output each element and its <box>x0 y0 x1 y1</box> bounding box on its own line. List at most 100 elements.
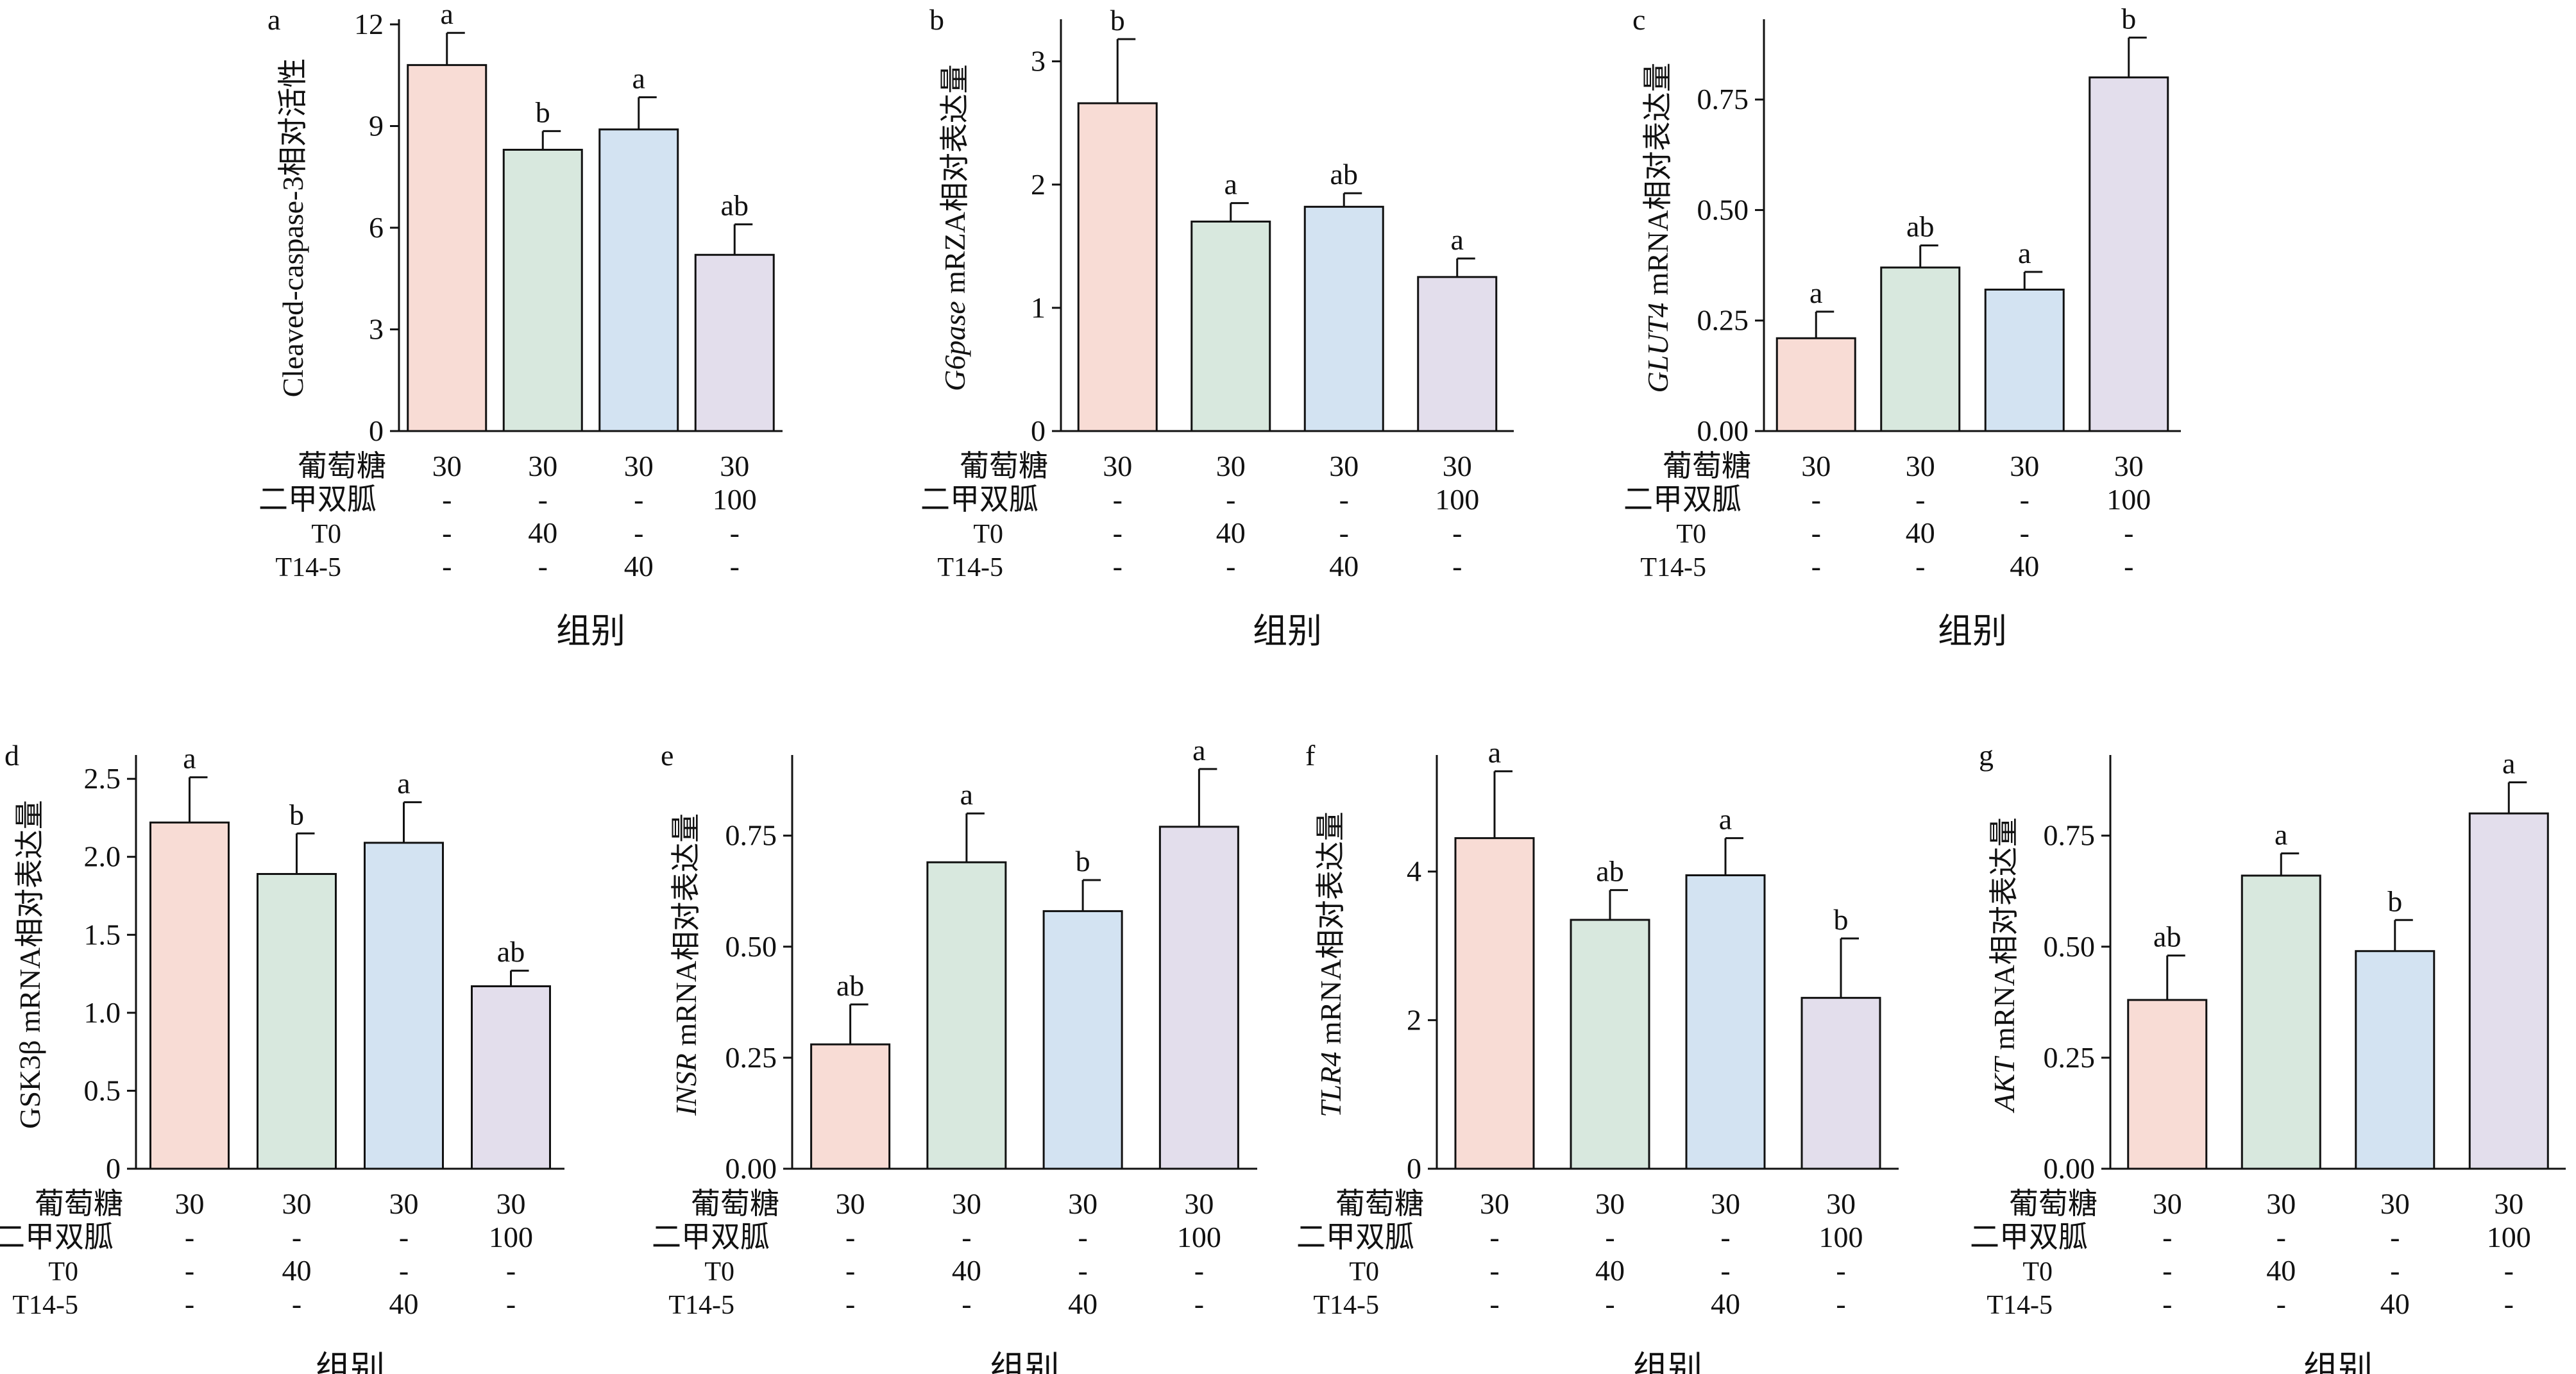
y-tick-label: 3 <box>369 313 384 346</box>
condition-value: 40 <box>1711 1287 1740 1320</box>
bar <box>257 872 337 1170</box>
significance-letter: b <box>1834 903 1849 936</box>
significance-letter: b <box>2121 3 2136 35</box>
bar <box>1984 288 2065 432</box>
condition-value: - <box>442 550 452 582</box>
condition-value: 40 <box>1068 1287 1097 1320</box>
condition-label: 二甲双胍 <box>652 1221 770 1253</box>
panel-letter: d <box>4 739 19 772</box>
condition-value: 100 <box>2106 483 2151 516</box>
condition-value: - <box>2504 1254 2514 1287</box>
condition-label: T0 <box>2022 1257 2053 1287</box>
significance-letter: a <box>960 778 973 811</box>
condition-value: - <box>1811 550 1821 582</box>
significance-letter: b <box>1110 4 1125 37</box>
condition-label: 葡萄糖 <box>1663 450 1751 482</box>
y-tick-label: 12 <box>354 8 384 40</box>
condition-value: - <box>730 516 740 549</box>
condition-value: 100 <box>1177 1221 1221 1253</box>
condition-value: 40 <box>952 1254 981 1287</box>
condition-value: 30 <box>1480 1187 1509 1220</box>
significance-letter: ab <box>2153 920 2181 953</box>
y-axis-title-text: mRNA相对表达量 <box>1988 817 2021 1057</box>
condition-value: - <box>442 516 452 549</box>
condition-label: 葡萄糖 <box>298 450 386 482</box>
condition-value: - <box>538 550 548 582</box>
y-axis-title-text: GSK3β mRNA相对表达量 <box>13 800 46 1129</box>
condition-value: - <box>2162 1221 2172 1253</box>
condition-value: - <box>1194 1254 1204 1287</box>
significance-letter: ab <box>1906 210 1934 243</box>
significance-letter: a <box>632 62 645 95</box>
panel-letter: f <box>1305 739 1316 772</box>
condition-value: - <box>1811 516 1821 549</box>
condition-label: 葡萄糖 <box>1335 1187 1424 1220</box>
condition-value: 30 <box>496 1187 526 1220</box>
condition-value: - <box>634 483 643 516</box>
condition-label: T14-5 <box>937 553 1003 582</box>
condition-value: - <box>1452 516 1462 549</box>
condition-value: - <box>292 1287 301 1320</box>
bar <box>1417 276 1498 432</box>
panel-letter: c <box>1632 3 1645 36</box>
condition-value: 30 <box>720 450 749 482</box>
bar <box>149 821 230 1170</box>
condition-value: 100 <box>1819 1221 1863 1253</box>
condition-value: - <box>1226 483 1235 516</box>
significance-letter: ab <box>497 935 525 968</box>
bar <box>926 861 1007 1170</box>
y-tick-label: 0.5 <box>84 1074 121 1107</box>
condition-value: - <box>730 550 740 582</box>
y-tick-label: 0 <box>369 414 384 447</box>
bar <box>364 842 444 1170</box>
condition-label: 二甲双胍 <box>1296 1221 1414 1253</box>
condition-value: - <box>2124 550 2133 582</box>
condition-value: - <box>1489 1221 1499 1253</box>
significance-letter: a <box>1809 276 1822 309</box>
y-axis-title-gene: TLR4 <box>1314 1052 1347 1117</box>
y-tick-label: 6 <box>369 211 384 244</box>
condition-value: 30 <box>528 450 557 482</box>
significance-letter: a <box>397 767 410 800</box>
condition-value: - <box>2162 1287 2172 1320</box>
x-axis-title: 组别 <box>316 1350 385 1374</box>
bar <box>1077 102 1158 432</box>
condition-label: T0 <box>311 520 341 549</box>
significance-letter: b <box>1076 845 1090 878</box>
condition-value: 30 <box>2010 450 2039 482</box>
y-tick-label: 2.0 <box>84 840 121 873</box>
significance-letter: a <box>1224 168 1237 201</box>
y-axis-title-text: mRNA相对表达量 <box>1314 811 1347 1051</box>
significance-letter: ab <box>1596 855 1623 888</box>
condition-value: - <box>185 1287 194 1320</box>
condition-value: - <box>962 1287 971 1320</box>
bar <box>2089 76 2169 432</box>
condition-label: T14-5 <box>12 1291 78 1320</box>
bar <box>1191 220 1271 432</box>
condition-value: - <box>634 516 643 549</box>
condition-value: 40 <box>624 550 654 582</box>
significance-letter: a <box>2502 747 2515 780</box>
significance-letter: a <box>183 742 196 775</box>
condition-value: 30 <box>952 1187 981 1220</box>
bar <box>1685 874 1766 1170</box>
condition-label: T0 <box>973 520 1003 549</box>
bar <box>1042 910 1123 1170</box>
condition-value: 30 <box>175 1187 205 1220</box>
condition-value: - <box>1915 550 1925 582</box>
panel-letter: b <box>929 3 944 36</box>
condition-value: - <box>399 1221 409 1253</box>
condition-value: - <box>1226 550 1235 582</box>
condition-value: - <box>1605 1221 1614 1253</box>
condition-value: - <box>962 1221 971 1253</box>
condition-value: - <box>845 1254 855 1287</box>
condition-label: 二甲双胍 <box>920 483 1038 516</box>
condition-value: - <box>1720 1221 1730 1253</box>
panel-letter: g <box>1979 739 1994 772</box>
significance-letter: a <box>2275 818 2287 851</box>
condition-value: - <box>845 1287 855 1320</box>
